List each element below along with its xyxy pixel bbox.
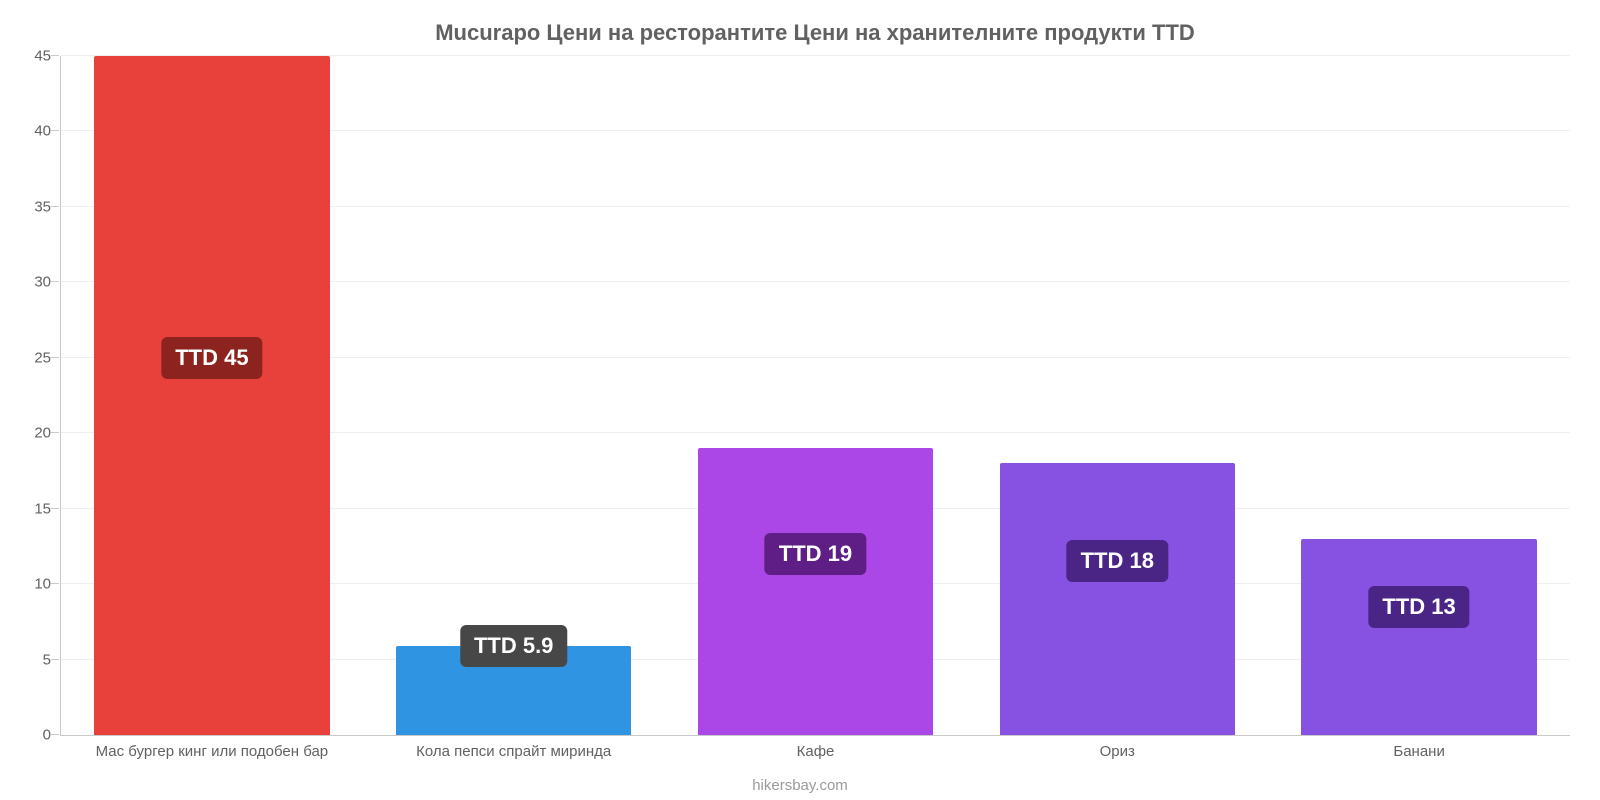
value-badge: TTD 13 [1368, 586, 1469, 628]
bar-slot: TTD 18Ориз [966, 56, 1268, 735]
bar-slot: TTD 5.9Кола пепси спрайт миринда [363, 56, 665, 735]
y-tick-label: 10 [11, 576, 51, 593]
bar [1301, 539, 1536, 735]
y-tick-label: 45 [11, 48, 51, 65]
value-badge: TTD 45 [161, 337, 262, 379]
bar-slot: TTD 45Мас бургер кинг или подобен бар [61, 56, 363, 735]
y-tick-label: 5 [11, 651, 51, 668]
y-tick-label: 25 [11, 349, 51, 366]
y-tick [51, 281, 59, 282]
y-tick [51, 432, 59, 433]
y-tick-label: 20 [11, 425, 51, 442]
plot-area: TTD 45Мас бургер кинг или подобен барTTD… [60, 56, 1570, 736]
y-tick-label: 15 [11, 500, 51, 517]
bar [94, 56, 329, 735]
x-tick-label: Кола пепси спрайт миринда [363, 743, 665, 760]
x-tick-label: Банани [1268, 743, 1570, 760]
y-tick-label: 0 [11, 727, 51, 744]
value-badge: TTD 18 [1067, 540, 1168, 582]
y-tick [51, 734, 59, 735]
y-tick [51, 508, 59, 509]
chart-title: Mucurapo Цени на ресторантите Цени на хр… [60, 20, 1570, 46]
x-tick-label: Мас бургер кинг или подобен бар [61, 743, 363, 760]
bars-container: TTD 45Мас бургер кинг или подобен барTTD… [61, 56, 1570, 735]
y-tick-label: 30 [11, 274, 51, 291]
bar [698, 448, 933, 735]
x-tick-label: Ориз [966, 743, 1268, 760]
x-tick-label: Кафе [665, 743, 967, 760]
price-bar-chart: Mucurapo Цени на ресторантите Цени на хр… [0, 0, 1600, 800]
y-tick [51, 130, 59, 131]
value-badge: TTD 5.9 [460, 625, 567, 667]
attribution-text: hikersbay.com [0, 777, 1600, 794]
value-badge: TTD 19 [765, 533, 866, 575]
y-tick [51, 659, 59, 660]
y-tick [51, 55, 59, 56]
y-tick [51, 206, 59, 207]
bar-slot: TTD 13Банани [1268, 56, 1570, 735]
bar [1000, 463, 1235, 735]
y-tick [51, 357, 59, 358]
bar-slot: TTD 19Кафе [665, 56, 967, 735]
y-tick-label: 35 [11, 198, 51, 215]
y-tick [51, 583, 59, 584]
y-tick-label: 40 [11, 123, 51, 140]
